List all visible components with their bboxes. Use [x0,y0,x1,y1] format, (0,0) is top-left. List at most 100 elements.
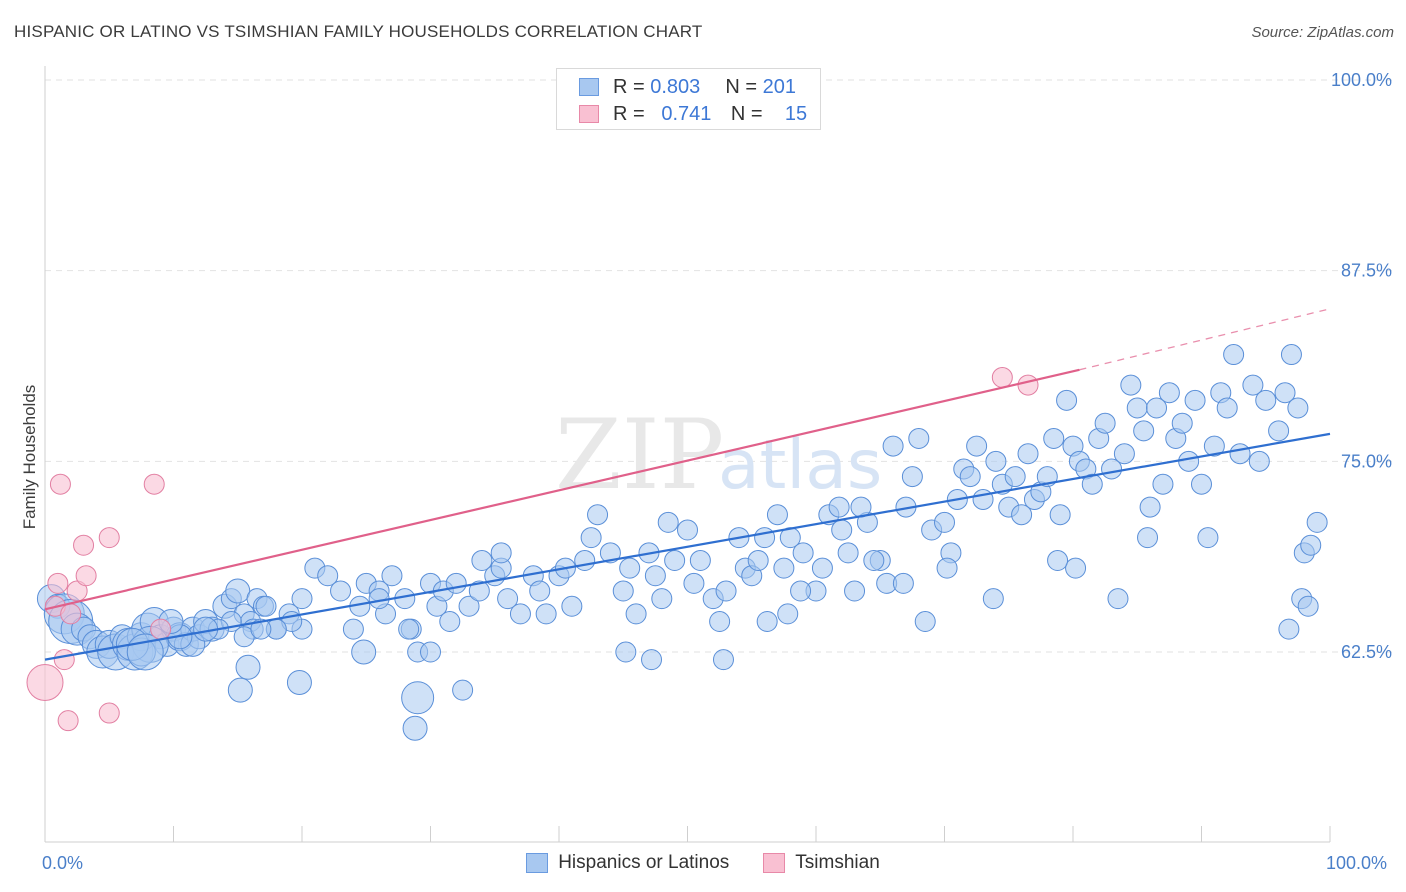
point-hispanic [792,542,814,564]
y-tick-label: 62.5% [1341,642,1392,662]
legend-r-label: R = [613,75,645,98]
legend-n-value: 201 [762,75,796,98]
point-hispanic [936,557,958,579]
legend-n-label: N = [725,75,758,98]
point-hispanic [1255,389,1277,411]
legend-n-label: N = [730,102,763,125]
point-hispanic [351,639,377,665]
point-hispanic [1004,466,1026,488]
point-hispanic [529,580,551,602]
legend-r-label: R = [613,102,645,125]
point-tsimshian [53,649,75,671]
point-hispanic [291,588,313,610]
point-hispanic [1126,397,1148,419]
point-hispanic [657,511,679,533]
point-hispanic [828,496,850,518]
point-hispanic [1152,473,1174,495]
point-hispanic [1107,588,1129,610]
point-hispanic [599,542,621,564]
point-hispanic [1094,412,1116,434]
legend-row-tsimshian: R = 0.741 N = 15 [579,102,807,126]
point-hispanic [250,618,272,640]
point-tsimshian [991,366,1013,388]
point-tsimshian [143,473,165,495]
series-legend-item-hispanic: Hispanics or Latinos [526,852,729,874]
grid-lines [45,79,1392,653]
y-tick-label: 100.0% [1331,70,1392,90]
point-hispanic [509,603,531,625]
point-hispanic [561,595,583,617]
point-hispanic [901,466,923,488]
series-legend-item-tsimshian: Tsimshian [763,852,880,874]
y-tick-labels: 62.5% 75.0% 87.5% 100.0% [1331,70,1392,662]
point-hispanic [1146,397,1168,419]
point-hispanic [972,488,994,510]
watermark: ZIP atlas [555,399,882,511]
trend-line-hispanic [44,432,1331,661]
point-hispanic [1268,420,1290,442]
point-hispanic [914,610,936,632]
point-hispanic [754,527,776,549]
point-hispanic [471,549,493,571]
point-hispanic [612,580,634,602]
point-hispanic [402,715,428,741]
point-hispanic [882,435,904,457]
point-hispanic [1056,389,1078,411]
trend-lines [44,308,1331,661]
point-hispanic [1113,443,1135,465]
point-hispanic [1203,435,1225,457]
point-hispanic [625,603,647,625]
point-hispanic [342,618,364,640]
point-hispanic [1049,504,1071,526]
point-tsimshian [60,603,82,625]
point-hispanic [908,427,930,449]
point-hispanic [959,466,981,488]
stats-legend: R = 0.803 N = 201 R = 0.741 N = 15 [556,68,821,130]
point-hispanic [844,580,866,602]
series-legend: Hispanics or Latinos Tsimshian [0,852,1406,874]
point-hispanic [445,572,467,594]
point-hispanic [1184,389,1206,411]
point-hispanic [712,649,734,671]
point-hispanic [766,504,788,526]
point-hispanic [580,527,602,549]
point-hispanic [439,610,461,632]
point-hispanic [458,595,480,617]
point-tsimshian [26,664,64,702]
point-hispanic [1081,473,1103,495]
point-hispanic [1043,427,1065,449]
point-hispanic [1133,420,1155,442]
point-hispanic [747,549,769,571]
point-tsimshian [47,572,69,594]
point-hispanic [683,572,705,594]
point-tsimshian [98,527,120,549]
point-hispanic [1120,374,1142,396]
point-hispanic [225,578,251,604]
point-hispanic [1306,511,1328,533]
point-hispanic [255,595,277,617]
legend-r-value: 0.741 [661,102,712,125]
point-hispanic [535,603,557,625]
point-hispanic [615,641,637,663]
point-hispanic [398,618,420,640]
point-hispanic [715,580,737,602]
point-hispanic [1216,397,1238,419]
point-hispanic [619,557,641,579]
series-legend-label: Tsimshian [795,852,880,873]
point-hispanic [452,679,474,701]
y-tick-label: 75.0% [1341,451,1392,471]
point-hispanic [1139,496,1161,518]
point-hispanic [773,557,795,579]
point-hispanic [317,565,339,587]
point-hispanic [468,580,490,602]
point-hispanic [934,511,955,533]
point-hispanic [1229,443,1251,465]
point-hispanic [1287,397,1309,419]
point-hispanic [497,588,519,610]
point-hispanic [790,580,812,602]
point-hispanic [641,649,663,671]
point-hispanic [837,542,859,564]
y-tick-label: 87.5% [1341,261,1392,281]
trend-line-tsimshian [44,368,1080,611]
